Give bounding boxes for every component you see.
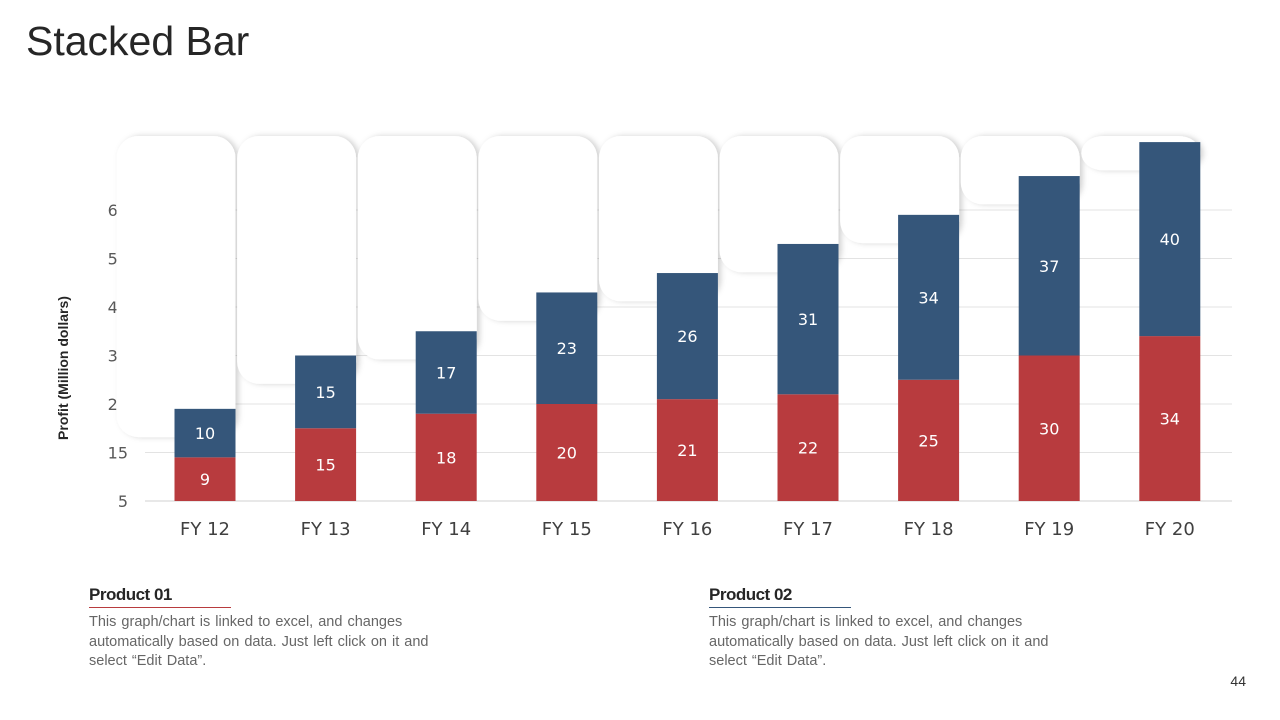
product-02-block: Product 02 This graph/chart is linked to… xyxy=(709,585,1054,672)
x-tick-label: FY 20 xyxy=(1145,519,1195,540)
product-02-description: This graph/chart is linked to excel, and… xyxy=(709,614,1049,669)
product-01-block: Product 01 This graph/chart is linked to… xyxy=(89,585,434,672)
bar-product-01 xyxy=(295,428,357,501)
bar-product-02 xyxy=(415,331,477,414)
data-label: 26 xyxy=(677,327,697,346)
y-axis-label: Profit (Million dollars) xyxy=(55,296,71,440)
bar-product-02 xyxy=(898,214,960,380)
product-01-title: Product 01 xyxy=(89,585,231,608)
data-label: 25 xyxy=(918,431,938,450)
data-label: 34 xyxy=(1160,410,1180,429)
x-tick-label: FY 17 xyxy=(783,519,833,540)
x-tick-label: FY 14 xyxy=(421,519,471,540)
x-tick-label: FY 13 xyxy=(301,519,351,540)
data-label: 21 xyxy=(677,441,697,460)
bar-product-02 xyxy=(656,273,718,400)
data-label: 10 xyxy=(195,424,215,443)
x-tick-label: FY 19 xyxy=(1024,519,1074,540)
data-label: 40 xyxy=(1160,230,1180,249)
page-number: 44 xyxy=(1230,673,1246,689)
bar-product-01 xyxy=(174,457,236,501)
data-label: 31 xyxy=(798,310,818,329)
bar-product-01 xyxy=(536,404,598,501)
column-shadow-backdrop xyxy=(719,136,839,273)
data-label: 15 xyxy=(315,383,335,402)
bar-product-01 xyxy=(1139,336,1201,501)
bar-product-02 xyxy=(536,292,598,404)
column-shadow-backdrop xyxy=(357,136,477,360)
x-tick-label: FY 16 xyxy=(662,519,712,540)
data-label: 34 xyxy=(918,288,938,307)
x-tick-label: FY 15 xyxy=(542,519,592,540)
y-tick-label: 15 xyxy=(108,444,128,463)
bar-product-01 xyxy=(1018,355,1080,501)
column-shadow-backdrop xyxy=(478,136,598,321)
product-01-description: This graph/chart is linked to excel, and… xyxy=(89,614,429,669)
data-label: 23 xyxy=(557,339,577,358)
bar-product-01 xyxy=(898,379,960,501)
column-shadow-backdrop xyxy=(598,136,718,302)
x-tick-label: FY 18 xyxy=(904,519,954,540)
data-label: 30 xyxy=(1039,419,1059,438)
column-shadow-backdrop xyxy=(116,136,236,438)
bar-product-02 xyxy=(1018,176,1080,356)
data-label: 20 xyxy=(557,444,577,463)
bar-product-01 xyxy=(656,399,718,501)
data-label: 15 xyxy=(315,456,335,475)
data-label: 9 xyxy=(200,470,210,489)
data-label: 37 xyxy=(1039,257,1059,276)
data-label: 17 xyxy=(436,363,456,382)
bar-product-02 xyxy=(777,243,839,395)
data-label: 22 xyxy=(798,439,818,458)
bar-product-02 xyxy=(295,355,357,429)
slide-title: Stacked Bar xyxy=(26,18,250,64)
bar-product-01 xyxy=(777,394,839,501)
bar-product-02 xyxy=(174,408,236,458)
y-tick-label: 5 xyxy=(118,492,128,511)
data-label: 18 xyxy=(436,448,456,467)
product-02-title: Product 02 xyxy=(709,585,851,608)
column-shadow-backdrop xyxy=(237,136,357,384)
bar-product-01 xyxy=(415,413,477,501)
x-tick-label: FY 12 xyxy=(180,519,230,540)
bar-product-02 xyxy=(1139,142,1201,337)
